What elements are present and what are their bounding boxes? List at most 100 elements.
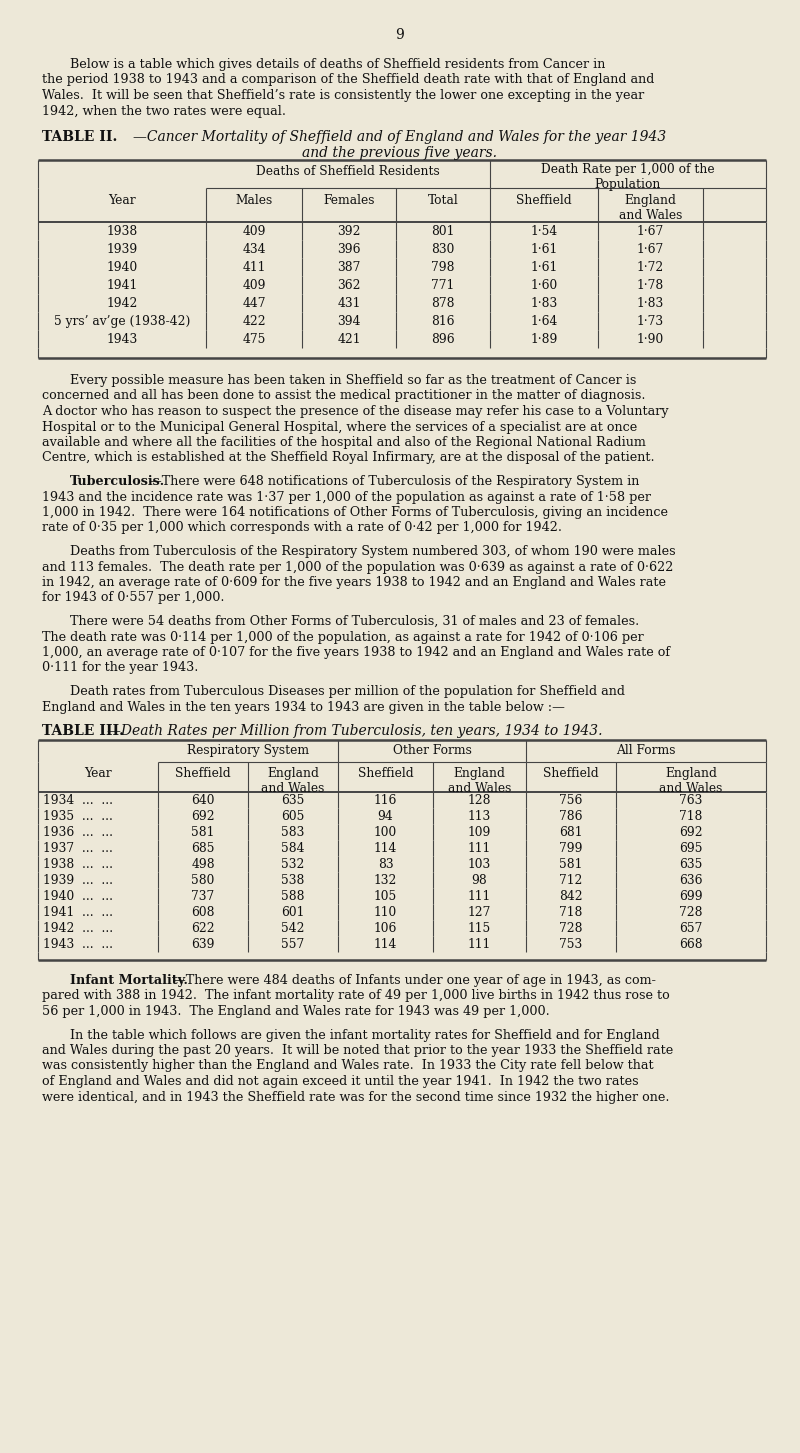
Text: 100: 100 bbox=[374, 825, 397, 838]
Text: 1·83: 1·83 bbox=[530, 296, 558, 309]
Text: 699: 699 bbox=[679, 891, 703, 902]
Text: 1·78: 1·78 bbox=[637, 279, 664, 292]
Text: Deaths of Sheffield Residents: Deaths of Sheffield Residents bbox=[256, 166, 440, 179]
Text: Other Forms: Other Forms bbox=[393, 744, 471, 757]
Text: Respiratory System: Respiratory System bbox=[187, 744, 309, 757]
Text: Wales.  It will be seen that Sheffield’s rate is consistently the lower one exce: Wales. It will be seen that Sheffield’s … bbox=[42, 89, 644, 102]
Text: 83: 83 bbox=[378, 859, 394, 870]
Text: TABLE III.: TABLE III. bbox=[42, 724, 124, 738]
Text: 1939  ...  ...: 1939 ... ... bbox=[43, 875, 113, 886]
Text: 681: 681 bbox=[559, 825, 582, 838]
Text: 128: 128 bbox=[468, 793, 491, 806]
Text: 105: 105 bbox=[374, 891, 397, 902]
Text: 692: 692 bbox=[679, 825, 703, 838]
Text: Hospital or to the Municipal General Hospital, where the services of a specialis: Hospital or to the Municipal General Hos… bbox=[42, 420, 638, 433]
Text: 115: 115 bbox=[468, 923, 491, 934]
Text: and Wales during the past 20 years.  It will be noted that prior to the year 193: and Wales during the past 20 years. It w… bbox=[42, 1045, 674, 1056]
Text: The death rate was 0·114 per 1,000 of the population, as against a rate for 1942: The death rate was 0·114 per 1,000 of th… bbox=[42, 631, 644, 644]
Text: 786: 786 bbox=[559, 809, 582, 822]
Text: England
and Wales: England and Wales bbox=[659, 767, 722, 795]
Text: and the previous five years.: and the previous five years. bbox=[302, 145, 498, 160]
Text: 132: 132 bbox=[374, 875, 397, 886]
Text: 431: 431 bbox=[338, 296, 361, 309]
Text: TABLE II.: TABLE II. bbox=[42, 129, 118, 144]
Text: 94: 94 bbox=[378, 809, 394, 822]
Text: 1,000, an average rate of 0·107 for the five years 1938 to 1942 and an England a: 1,000, an average rate of 0·107 for the … bbox=[42, 647, 670, 660]
Text: 753: 753 bbox=[559, 939, 582, 952]
Text: 113: 113 bbox=[468, 809, 491, 822]
Text: 639: 639 bbox=[191, 939, 214, 952]
Text: 498: 498 bbox=[191, 859, 215, 870]
Text: 1941  ...  ...: 1941 ... ... bbox=[43, 907, 113, 918]
Text: 111: 111 bbox=[468, 841, 491, 854]
Text: 1938: 1938 bbox=[106, 225, 138, 238]
Text: 127: 127 bbox=[468, 907, 491, 918]
Text: 1936  ...  ...: 1936 ... ... bbox=[43, 825, 113, 838]
Text: Death rates from Tuberculous Diseases per million of the population for Sheffiel: Death rates from Tuberculous Diseases pe… bbox=[70, 684, 625, 697]
Text: 409: 409 bbox=[242, 279, 266, 292]
Text: Year: Year bbox=[84, 767, 112, 780]
Text: 636: 636 bbox=[679, 875, 702, 886]
Text: 1938  ...  ...: 1938 ... ... bbox=[43, 859, 113, 870]
Text: 1·89: 1·89 bbox=[530, 333, 558, 346]
Text: pared with 388 in 1942.  The infant mortality rate of 49 per 1,000 live births i: pared with 388 in 1942. The infant morta… bbox=[42, 989, 670, 1003]
Text: 816: 816 bbox=[431, 315, 454, 328]
Text: 111: 111 bbox=[468, 891, 491, 902]
Text: 640: 640 bbox=[191, 793, 214, 806]
Text: Deaths from Tuberculosis of the Respiratory System numbered 303, of whom 190 wer: Deaths from Tuberculosis of the Respirat… bbox=[70, 545, 676, 558]
Text: 396: 396 bbox=[338, 243, 361, 256]
Text: Infant Mortality.: Infant Mortality. bbox=[70, 974, 188, 987]
Text: 657: 657 bbox=[679, 923, 702, 934]
Text: 712: 712 bbox=[559, 875, 582, 886]
Text: rate of 0·35 per 1,000 which corresponds with a rate of 0·42 per 1,000 for 1942.: rate of 0·35 per 1,000 which corresponds… bbox=[42, 522, 562, 535]
Text: 580: 580 bbox=[191, 875, 214, 886]
Text: 842: 842 bbox=[559, 891, 583, 902]
Text: England
and Wales: England and Wales bbox=[448, 767, 511, 795]
Text: 411: 411 bbox=[242, 262, 266, 275]
Text: 581: 581 bbox=[559, 859, 582, 870]
Text: were identical, and in 1943 the Sheffield rate was for the second time since 193: were identical, and in 1943 the Sheffiel… bbox=[42, 1091, 670, 1103]
Text: 608: 608 bbox=[191, 907, 214, 918]
Text: 1·72: 1·72 bbox=[637, 262, 664, 275]
Text: 362: 362 bbox=[338, 279, 361, 292]
Text: 394: 394 bbox=[338, 315, 361, 328]
Text: 763: 763 bbox=[679, 793, 702, 806]
Text: of England and Wales and did not again exceed it until the year 1941.  In 1942 t: of England and Wales and did not again e… bbox=[42, 1075, 638, 1088]
Text: 756: 756 bbox=[559, 793, 582, 806]
Text: 622: 622 bbox=[191, 923, 215, 934]
Text: Females: Females bbox=[323, 195, 374, 206]
Text: England and Wales in the ten years 1934 to 1943 are given in the table below :—: England and Wales in the ten years 1934 … bbox=[42, 700, 565, 713]
Text: 421: 421 bbox=[338, 333, 361, 346]
Text: 447: 447 bbox=[242, 296, 266, 309]
Text: 1943: 1943 bbox=[106, 333, 138, 346]
Text: 56 per 1,000 in 1943.  The England and Wales rate for 1943 was 49 per 1,000.: 56 per 1,000 in 1943. The England and Wa… bbox=[42, 1005, 550, 1019]
Text: 1935  ...  ...: 1935 ... ... bbox=[43, 809, 113, 822]
Text: Death Rate per 1,000 of the
Population: Death Rate per 1,000 of the Population bbox=[541, 163, 715, 190]
Text: 692: 692 bbox=[191, 809, 215, 822]
Text: England
and Wales: England and Wales bbox=[262, 767, 325, 795]
Text: Below is a table which gives details of deaths of Sheffield residents from Cance: Below is a table which gives details of … bbox=[70, 58, 606, 71]
Text: 801: 801 bbox=[431, 225, 454, 238]
Text: 601: 601 bbox=[282, 907, 305, 918]
Text: was consistently higher than the England and Wales rate.  In 1933 the City rate : was consistently higher than the England… bbox=[42, 1059, 654, 1072]
Text: 1·73: 1·73 bbox=[637, 315, 664, 328]
Text: 1943 and the incidence rate was 1·37 per 1,000 of the population as against a ra: 1943 and the incidence rate was 1·37 per… bbox=[42, 491, 651, 504]
Text: available and where all the facilities of the hospital and also of the Regional : available and where all the facilities o… bbox=[42, 436, 646, 449]
Text: 1940: 1940 bbox=[106, 262, 138, 275]
Text: 1·83: 1·83 bbox=[637, 296, 664, 309]
Text: the period 1938 to 1943 and a comparison of the Sheffield death rate with that o: the period 1938 to 1943 and a comparison… bbox=[42, 74, 654, 87]
Text: 475: 475 bbox=[242, 333, 266, 346]
Text: 114: 114 bbox=[374, 841, 397, 854]
Text: 111: 111 bbox=[468, 939, 491, 952]
Text: 830: 830 bbox=[431, 243, 454, 256]
Text: 387: 387 bbox=[338, 262, 361, 275]
Text: 422: 422 bbox=[242, 315, 266, 328]
Text: 728: 728 bbox=[559, 923, 582, 934]
Text: —Cancer Mortality of Sheffield and of England and Wales for the year 1943: —Cancer Mortality of Sheffield and of En… bbox=[134, 129, 666, 144]
Text: 1942, when the two rates were equal.: 1942, when the two rates were equal. bbox=[42, 105, 286, 118]
Text: 409: 409 bbox=[242, 225, 266, 238]
Text: Centre, which is established at the Sheffield Royal Infirmary, are at the dispos: Centre, which is established at the Shef… bbox=[42, 452, 654, 465]
Text: Tuberculosis.: Tuberculosis. bbox=[70, 475, 165, 488]
Text: 538: 538 bbox=[282, 875, 305, 886]
Text: A doctor who has reason to suspect the presence of the disease may refer his cas: A doctor who has reason to suspect the p… bbox=[42, 405, 669, 418]
